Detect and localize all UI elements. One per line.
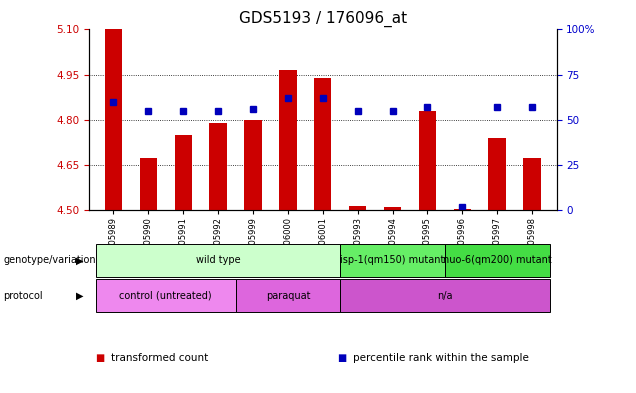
Bar: [96, 244, 340, 277]
Text: protocol: protocol: [3, 291, 43, 301]
Bar: [349, 206, 366, 210]
Bar: [488, 138, 506, 210]
Title: GDS5193 / 176096_at: GDS5193 / 176096_at: [238, 11, 407, 27]
Text: ■: ■: [95, 353, 105, 363]
Text: n/a: n/a: [437, 291, 453, 301]
Bar: [235, 279, 340, 312]
Bar: [453, 209, 471, 210]
Text: nuo-6(qm200) mutant: nuo-6(qm200) mutant: [443, 255, 551, 265]
Bar: [314, 78, 331, 210]
Bar: [244, 120, 262, 210]
Bar: [418, 111, 436, 210]
Text: ▶: ▶: [76, 255, 83, 265]
Bar: [105, 29, 122, 210]
Text: percentile rank within the sample: percentile rank within the sample: [353, 353, 529, 363]
Bar: [340, 244, 445, 277]
Bar: [445, 244, 550, 277]
Bar: [96, 279, 235, 312]
Text: ■: ■: [337, 353, 347, 363]
Text: wild type: wild type: [196, 255, 240, 265]
Bar: [209, 123, 227, 210]
Bar: [523, 158, 541, 210]
Text: transformed count: transformed count: [111, 353, 209, 363]
Bar: [140, 158, 157, 210]
Text: control (untreated): control (untreated): [120, 291, 212, 301]
Bar: [174, 135, 192, 210]
Text: isp-1(qm150) mutant: isp-1(qm150) mutant: [340, 255, 445, 265]
Bar: [384, 207, 401, 210]
Bar: [279, 70, 296, 210]
Text: genotype/variation: genotype/variation: [3, 255, 96, 265]
Text: ▶: ▶: [76, 291, 83, 301]
Text: paraquat: paraquat: [266, 291, 310, 301]
Bar: [340, 279, 550, 312]
